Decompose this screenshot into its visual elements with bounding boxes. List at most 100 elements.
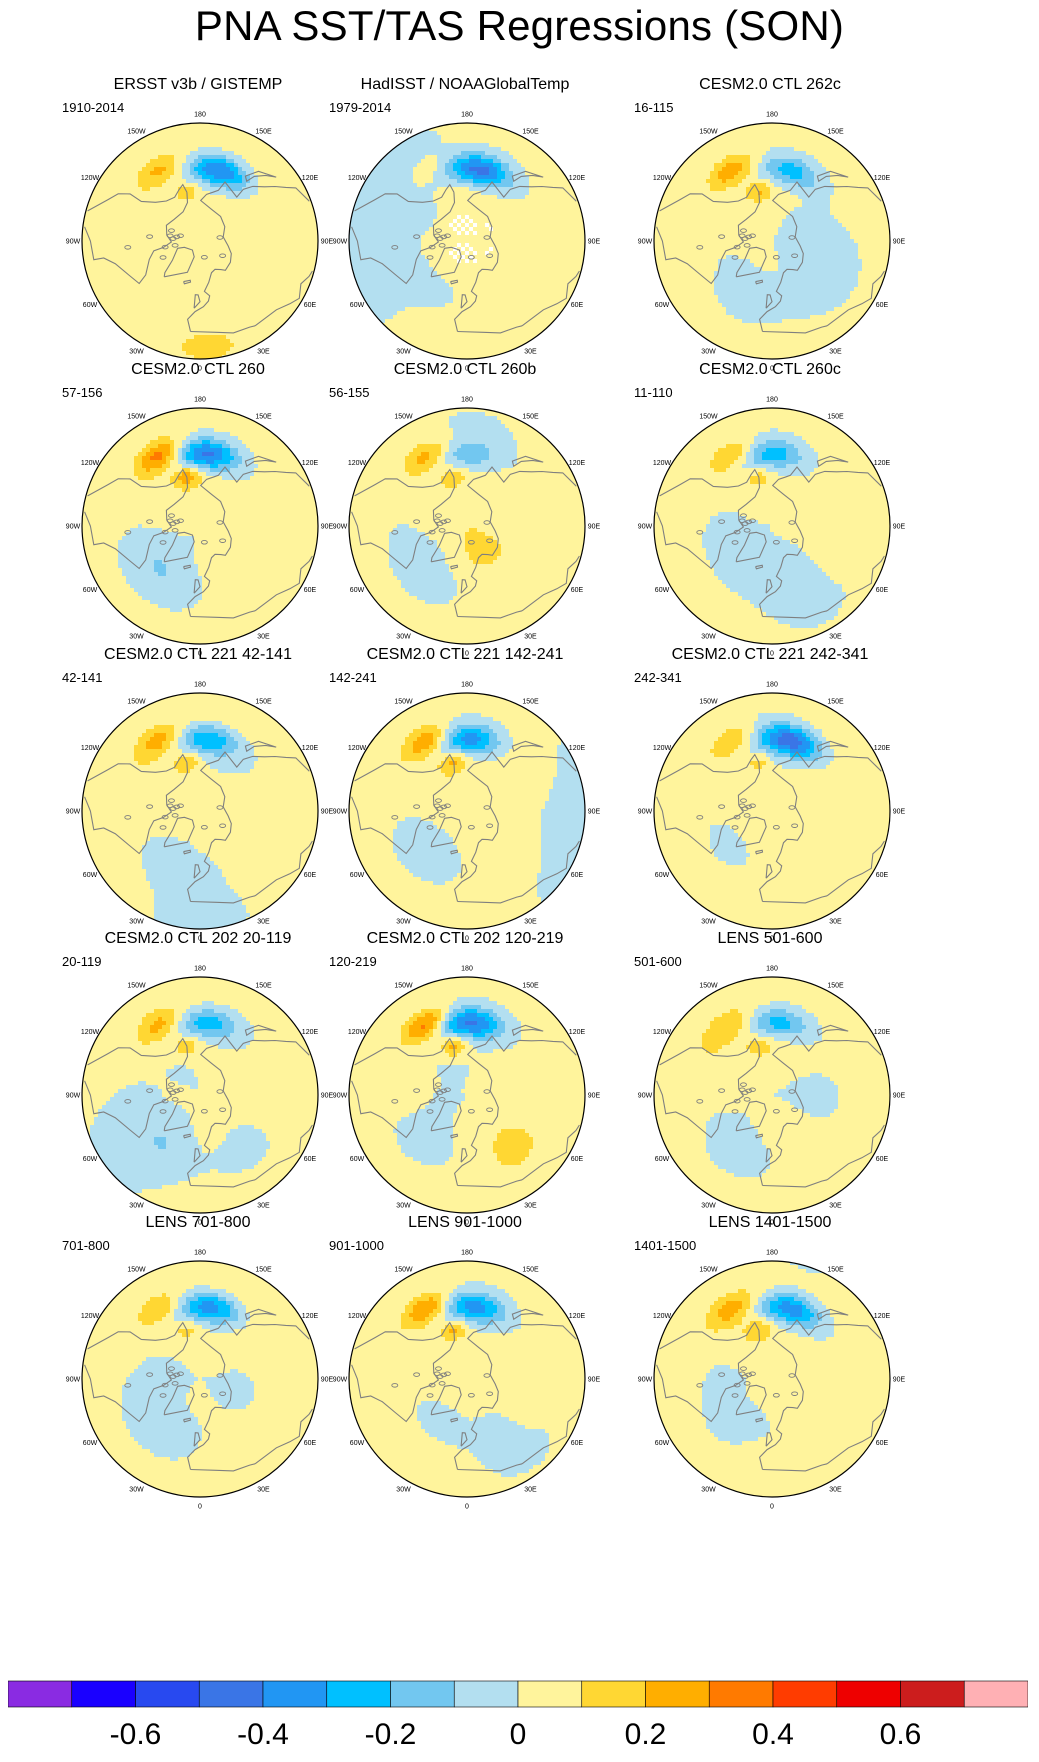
longitude-label: 90W bbox=[66, 524, 81, 531]
longitude-label: 30W bbox=[396, 1486, 411, 1493]
longitude-label: 0 bbox=[198, 936, 202, 943]
panel-years: 120-219 bbox=[329, 954, 377, 969]
longitude-label: 120E bbox=[569, 460, 586, 467]
longitude-label: 30W bbox=[701, 348, 716, 355]
panel-years: 901-1000 bbox=[329, 1238, 384, 1253]
longitude-label: 90E bbox=[893, 1377, 906, 1384]
colorbar bbox=[8, 1680, 1028, 1708]
longitude-label: 60E bbox=[304, 587, 317, 594]
longitude-label: 60E bbox=[571, 1156, 584, 1163]
longitude-label: 180 bbox=[766, 682, 778, 689]
longitude-label: 30E bbox=[524, 1202, 537, 1209]
longitude-label: 60W bbox=[655, 302, 670, 309]
panel-title: HadISST / NOAAGlobalTemp bbox=[315, 76, 615, 94]
map-panel: 180 150E 120E 90E 60E 30E 0 30W 60W 90W 120W 150W CE… bbox=[620, 361, 920, 679]
panel-title: LENS 1401-1500 bbox=[620, 1214, 920, 1232]
panel-years: 142-241 bbox=[329, 670, 377, 685]
longitude-label: 0 bbox=[465, 936, 469, 943]
longitude-label: 30W bbox=[396, 633, 411, 640]
longitude-label: 150E bbox=[827, 129, 844, 136]
colorbar-tick-label: 0.4 bbox=[752, 1718, 794, 1752]
longitude-label: 120W bbox=[653, 1313, 672, 1320]
longitude-label: 60E bbox=[304, 872, 317, 879]
polar-map: 180 150E 120E 90E 60E 30E 0 30W 60W 90W 120W 150W bbox=[638, 1250, 906, 1511]
longitude-label: 90W bbox=[333, 239, 348, 246]
longitude-label: 90W bbox=[333, 524, 348, 531]
colorbar-tick-label: 0 bbox=[510, 1718, 527, 1752]
longitude-label: 150E bbox=[255, 983, 272, 990]
colorbar-box bbox=[71, 1680, 136, 1708]
panel-years: 57-156 bbox=[62, 385, 102, 400]
longitude-label: 90E bbox=[321, 1093, 334, 1100]
longitude-label: 30W bbox=[396, 348, 411, 355]
longitude-label: 30E bbox=[829, 1486, 842, 1493]
longitude-label: 60E bbox=[571, 872, 584, 879]
panel-title: CESM2.0 CTL 221 142-241 bbox=[315, 646, 615, 664]
map-panel: 180 150E 120E 90E 60E 30E 0 30W 60W 90W 120W 150W CE… bbox=[315, 646, 615, 964]
map-panel: 180 150E 120E 90E 60E 30E 0 30W 60W 90W 120W 150W CE… bbox=[48, 646, 348, 964]
longitude-label: 90E bbox=[321, 1377, 334, 1384]
longitude-label: 60E bbox=[571, 302, 584, 309]
longitude-label: 150E bbox=[522, 699, 539, 706]
longitude-label: 60E bbox=[304, 1440, 317, 1447]
panel-title: ERSST v3b / GISTEMP bbox=[48, 76, 348, 94]
colorbar-box bbox=[262, 1680, 328, 1708]
longitude-label: 90W bbox=[638, 239, 653, 246]
panel-title: CESM2.0 CTL 202 20-119 bbox=[48, 930, 348, 948]
longitude-label: 120W bbox=[348, 175, 367, 182]
polar-map: 180 150E 120E 90E 60E 30E 0 30W 60W 90W 120W 150W bbox=[333, 1250, 601, 1511]
longitude-label: 0 bbox=[198, 1220, 202, 1227]
longitude-label: 30W bbox=[701, 633, 716, 640]
map-panel: 180 150E 120E 90E 60E 30E 0 30W 60W 90W 120W 150W ER… bbox=[48, 76, 348, 394]
polar-map: 180 150E 120E 90E 60E 30E 0 30W 60W 90W 120W 150W bbox=[333, 397, 601, 658]
longitude-label: 30W bbox=[701, 1486, 716, 1493]
longitude-label: 90E bbox=[893, 239, 906, 246]
longitude-label: 120E bbox=[874, 175, 891, 182]
longitude-label: 90E bbox=[588, 239, 601, 246]
longitude-label: 150E bbox=[522, 1267, 539, 1274]
longitude-label: 150E bbox=[255, 414, 272, 421]
longitude-label: 120E bbox=[302, 745, 319, 752]
longitude-label: 150E bbox=[522, 983, 539, 990]
longitude-label: 120E bbox=[569, 745, 586, 752]
longitude-label: 60W bbox=[655, 1440, 670, 1447]
longitude-label: 150W bbox=[699, 129, 718, 136]
longitude-label: 150E bbox=[255, 699, 272, 706]
longitude-label: 0 bbox=[465, 651, 469, 658]
longitude-label: 150W bbox=[699, 1267, 718, 1274]
panel-title: CESM2.0 CTL 260b bbox=[315, 361, 615, 379]
longitude-label: 150W bbox=[394, 414, 413, 421]
longitude-label: 150E bbox=[522, 414, 539, 421]
longitude-label: 120W bbox=[348, 745, 367, 752]
longitude-label: 90E bbox=[588, 1093, 601, 1100]
longitude-label: 0 bbox=[198, 1504, 202, 1511]
longitude-label: 60W bbox=[83, 872, 98, 879]
panel-title: CESM2.0 CTL 262c bbox=[620, 76, 920, 94]
longitude-label: 90W bbox=[66, 809, 81, 816]
longitude-label: 60E bbox=[876, 302, 889, 309]
longitude-label: 150E bbox=[522, 129, 539, 136]
longitude-label: 0 bbox=[465, 1504, 469, 1511]
longitude-label: 60E bbox=[876, 872, 889, 879]
longitude-label: 60W bbox=[350, 302, 365, 309]
longitude-label: 60W bbox=[83, 302, 98, 309]
longitude-label: 0 bbox=[770, 366, 774, 373]
longitude-label: 60W bbox=[655, 587, 670, 594]
longitude-label: 60E bbox=[304, 1156, 317, 1163]
longitude-label: 60E bbox=[876, 1440, 889, 1447]
longitude-label: 120W bbox=[653, 1029, 672, 1036]
longitude-label: 120W bbox=[348, 460, 367, 467]
longitude-label: 30W bbox=[701, 918, 716, 925]
polar-map: 180 150E 120E 90E 60E 30E 0 30W 60W 90W 120W 150W bbox=[66, 112, 334, 373]
longitude-label: 150W bbox=[127, 983, 146, 990]
longitude-label: 150W bbox=[394, 699, 413, 706]
longitude-label: 30E bbox=[524, 918, 537, 925]
longitude-label: 30E bbox=[829, 1202, 842, 1209]
longitude-label: 180 bbox=[194, 966, 206, 973]
longitude-label: 0 bbox=[770, 1504, 774, 1511]
longitude-label: 0 bbox=[770, 1220, 774, 1227]
longitude-label: 150W bbox=[394, 129, 413, 136]
longitude-label: 120W bbox=[81, 460, 100, 467]
longitude-label: 60W bbox=[655, 1156, 670, 1163]
colorbar-box bbox=[326, 1680, 391, 1708]
